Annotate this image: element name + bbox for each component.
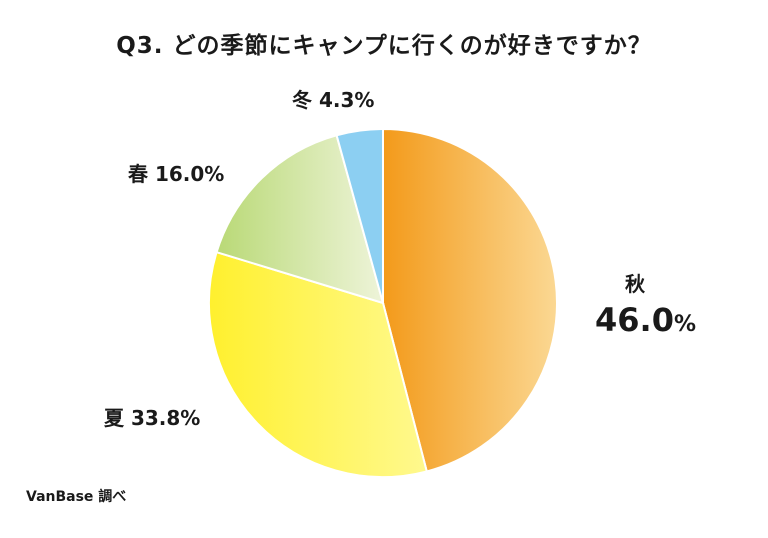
pie-slice-autumn — [382, 127, 558, 473]
slice-label-autumn-value: 46.0% — [595, 301, 696, 339]
chart-title: Q3. どの季節にキャンプに行くのが好きですか？ — [116, 33, 652, 59]
source-note: VanBase 調べ — [26, 489, 127, 505]
pie-slice-spring — [215, 134, 385, 305]
slice-label-autumn-name: 秋 — [625, 272, 645, 296]
slice-label-summer: 夏 33.8% — [104, 406, 201, 430]
autumn-value-unit: % — [673, 312, 696, 337]
slice-label-autumn: 秋 46.0% — [595, 268, 696, 339]
pie-slice-winter — [335, 127, 384, 304]
slice-label-spring: 春 16.0% — [128, 162, 225, 186]
autumn-value-number: 46.0 — [595, 301, 674, 339]
pie-slice-summer — [208, 250, 428, 478]
slice-label-winter: 冬 4.3% — [292, 88, 375, 112]
